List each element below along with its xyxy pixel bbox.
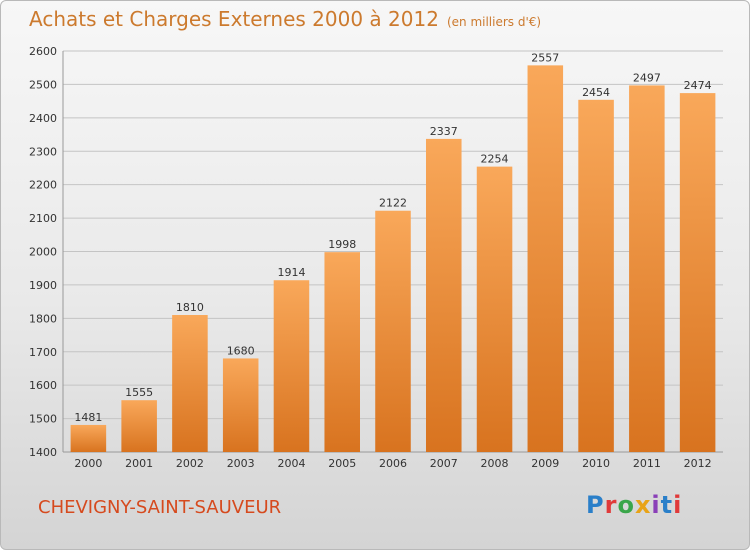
- bar-2012: [679, 93, 716, 452]
- x-tick-label-2002: 2002: [176, 457, 204, 470]
- data-label-2009: 2557: [531, 51, 559, 64]
- bar-2009: [527, 65, 564, 452]
- chart-title: Achats et Charges Externes 2000 à 2012: [29, 7, 439, 31]
- bar-2003: [222, 358, 259, 452]
- logo-letter: r: [604, 491, 618, 519]
- bar-2010: [578, 99, 614, 452]
- bar-2001: [121, 400, 157, 452]
- x-tick-label-2011: 2011: [633, 457, 661, 470]
- x-tick-label-2010: 2010: [582, 457, 610, 470]
- y-tick-label: 1400: [29, 446, 57, 459]
- bar-2007: [426, 138, 462, 452]
- bar-2005: [324, 252, 360, 452]
- y-tick-label: 2400: [29, 112, 57, 125]
- logo-letter: o: [617, 491, 635, 519]
- y-tick-label: 1600: [29, 379, 57, 392]
- x-tick-label-2001: 2001: [125, 457, 153, 470]
- data-label-2001: 1555: [125, 386, 153, 399]
- logo-letter: P: [586, 491, 605, 519]
- y-tick-label: 1900: [29, 279, 57, 292]
- y-axis-tick-labels: 1400 1500 1600 1700 1800 1900 2000 2100 2200 2300…: [29, 45, 57, 459]
- proxiti-logo[interactable]: Proxiti: [586, 491, 682, 519]
- x-tick-label-2004: 2004: [277, 457, 305, 470]
- logo-letter: t: [660, 491, 674, 519]
- bar-2011: [629, 85, 665, 453]
- y-tick-label: 1800: [29, 312, 57, 325]
- bar-2008: [476, 166, 513, 452]
- y-tick-label: 2500: [29, 78, 57, 91]
- bar-2000: [70, 424, 107, 452]
- x-tick-label-2008: 2008: [481, 457, 509, 470]
- x-tick-label-2006: 2006: [379, 457, 407, 470]
- data-label-2005: 1998: [328, 238, 356, 251]
- y-tick-label: 2300: [29, 145, 57, 158]
- data-label-2003: 1680: [227, 344, 255, 357]
- data-label-2010: 2454: [582, 86, 610, 99]
- y-tick-label: 2200: [29, 179, 57, 192]
- x-tick-label-2012: 2012: [684, 457, 712, 470]
- x-tick-label-2007: 2007: [430, 457, 458, 470]
- data-label-2012: 2474: [684, 79, 712, 92]
- data-label-2011: 2497: [633, 71, 661, 84]
- logo-letter: i: [673, 491, 683, 519]
- x-tick-label-2003: 2003: [227, 457, 255, 470]
- chart-title-block: Achats et Charges Externes 2000 à 2012 (e…: [29, 7, 541, 31]
- y-tick-label: 1700: [29, 346, 57, 359]
- data-label-2000: 1481: [74, 411, 102, 424]
- data-label-2004: 1914: [277, 266, 305, 279]
- logo-letter: x: [634, 491, 652, 519]
- chart-unit-note: (en milliers d'€): [446, 15, 542, 29]
- bars: [70, 65, 716, 453]
- y-tick-label: 2600: [29, 45, 57, 58]
- bar-2002: [172, 314, 208, 452]
- y-tick-label: 1500: [29, 413, 57, 426]
- x-axis-tick-labels: 2000 2001 2002 2003 2004 2005 2006 2007 2008 2009…: [74, 457, 711, 470]
- y-tick-label: 2100: [29, 212, 57, 225]
- x-tick-label-2005: 2005: [328, 457, 356, 470]
- x-tick-label-2009: 2009: [531, 457, 559, 470]
- bar-2006: [375, 210, 411, 452]
- data-label-2007: 2337: [430, 125, 458, 138]
- x-tick-label-2000: 2000: [74, 457, 102, 470]
- y-tick-label: 2000: [29, 246, 57, 259]
- bar-2004: [273, 280, 310, 452]
- data-label-2002: 1810: [176, 301, 204, 314]
- data-label-2008: 2254: [481, 153, 509, 166]
- place-name: CHEVIGNY-SAINT-SAUVEUR: [38, 497, 282, 518]
- logo-letter: i: [651, 491, 661, 519]
- data-label-2006: 2122: [379, 197, 407, 210]
- data-labels: 1481 1555 1810 1680 1914 1998 2122 2337 2254 2557…: [74, 51, 711, 424]
